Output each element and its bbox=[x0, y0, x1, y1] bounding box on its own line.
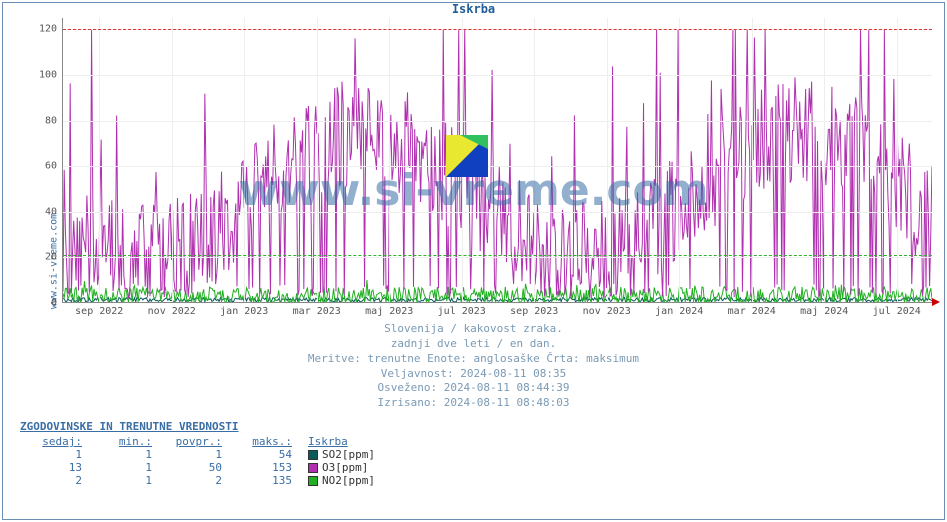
legend-avg: 2 bbox=[160, 474, 230, 487]
legend-max: 54 bbox=[230, 448, 300, 461]
legend-series-label: O3[ppm] bbox=[322, 461, 368, 474]
gridline-v bbox=[99, 18, 100, 302]
ytick-label: 0 bbox=[51, 298, 57, 309]
legend-name: NO2[ppm] bbox=[300, 474, 390, 487]
gridline-v bbox=[389, 18, 390, 302]
xtick-label: mar 2023 bbox=[293, 306, 341, 317]
legend-min: 1 bbox=[90, 474, 160, 487]
gridline-h bbox=[63, 212, 932, 213]
legend-avg: 50 bbox=[160, 461, 230, 474]
legend-series-label: NO2[ppm] bbox=[322, 474, 375, 487]
gridline-v bbox=[752, 18, 753, 302]
xtick-label: nov 2023 bbox=[583, 306, 631, 317]
gridline-v bbox=[317, 18, 318, 302]
gridline-h bbox=[63, 166, 932, 167]
legend-now: 13 bbox=[20, 461, 90, 474]
gridline-v bbox=[244, 18, 245, 302]
ytick-label: 40 bbox=[45, 206, 57, 217]
legend-col-head: Iskrba bbox=[300, 435, 390, 448]
legend-row: 11154SO2[ppm] bbox=[20, 448, 390, 461]
gridline-v bbox=[462, 18, 463, 302]
ytick-label: 80 bbox=[45, 115, 57, 126]
legend-now: 1 bbox=[20, 448, 90, 461]
plot-inner: 020406080100120sep 2022nov 2022jan 2023m… bbox=[62, 18, 932, 303]
gridline-h bbox=[63, 257, 932, 258]
threshold-line-green bbox=[63, 255, 932, 256]
legend-series-label: SO2[ppm] bbox=[322, 448, 375, 461]
caption-line: Meritve: trenutne Enote: anglosaške Črta… bbox=[0, 352, 947, 367]
gridline-v bbox=[172, 18, 173, 302]
legend-col-head: sedaj: bbox=[20, 435, 90, 448]
legend-now: 2 bbox=[20, 474, 90, 487]
gridline-v bbox=[897, 18, 898, 302]
caption-line: Izrisano: 2024-08-11 08:48:03 bbox=[0, 396, 947, 411]
legend-swatch-icon bbox=[308, 463, 318, 473]
threshold-line-red bbox=[63, 29, 932, 30]
legend-row: 212135NO2[ppm] bbox=[20, 474, 390, 487]
legend-col-head: povpr.: bbox=[160, 435, 230, 448]
legend-row: 13150153 O3[ppm] bbox=[20, 461, 390, 474]
legend-swatch-icon bbox=[308, 450, 318, 460]
legend-col-head: min.: bbox=[90, 435, 160, 448]
xtick-label: jul 2024 bbox=[873, 306, 921, 317]
gridline-h bbox=[63, 75, 932, 76]
legend-avg: 1 bbox=[160, 448, 230, 461]
legend-name: SO2[ppm] bbox=[300, 448, 390, 461]
xtick-label: mar 2024 bbox=[728, 306, 776, 317]
legend-min: 1 bbox=[90, 448, 160, 461]
legend-head-row: sedaj: min.: povpr.: maks.: Iskrba bbox=[20, 435, 390, 448]
xtick-label: jan 2023 bbox=[220, 306, 268, 317]
legend-max: 153 bbox=[230, 461, 300, 474]
xtick-label: sep 2023 bbox=[510, 306, 558, 317]
gridline-v bbox=[679, 18, 680, 302]
chart-title: Iskrba bbox=[0, 2, 947, 16]
ytick-label: 100 bbox=[39, 70, 57, 81]
ytick-label: 60 bbox=[45, 161, 57, 172]
ytick-label: 120 bbox=[39, 24, 57, 35]
xtick-label: maj 2024 bbox=[800, 306, 848, 317]
gridline-v bbox=[824, 18, 825, 302]
xtick-label: jul 2023 bbox=[438, 306, 486, 317]
xtick-label: jan 2024 bbox=[655, 306, 703, 317]
legend-min: 1 bbox=[90, 461, 160, 474]
caption-line: Osveženo: 2024-08-11 08:44:39 bbox=[0, 381, 947, 396]
gridline-h bbox=[63, 121, 932, 122]
legend-header: ZGODOVINSKE IN TRENUTNE VREDNOSTI bbox=[20, 420, 390, 433]
legend-max: 135 bbox=[230, 474, 300, 487]
legend-table: ZGODOVINSKE IN TRENUTNE VREDNOSTI sedaj:… bbox=[20, 420, 390, 487]
series-svg bbox=[63, 18, 932, 302]
xtick-label: nov 2022 bbox=[148, 306, 196, 317]
caption-line: zadnji dve leti / en dan. bbox=[0, 337, 947, 352]
xtick-label: sep 2022 bbox=[75, 306, 123, 317]
legend-col-head: maks.: bbox=[230, 435, 300, 448]
xtick-label: maj 2023 bbox=[365, 306, 413, 317]
plot-area: 020406080100120sep 2022nov 2022jan 2023m… bbox=[62, 18, 932, 303]
caption-block: Slovenija / kakovost zraka. zadnji dve l… bbox=[0, 322, 947, 411]
caption-line: Slovenija / kakovost zraka. bbox=[0, 322, 947, 337]
legend-name: O3[ppm] bbox=[300, 461, 390, 474]
gridline-v bbox=[534, 18, 535, 302]
gridline-v bbox=[607, 18, 608, 302]
caption-line: Veljavnost: 2024-08-11 08:35 bbox=[0, 367, 947, 382]
x-axis-arrow-icon bbox=[932, 298, 940, 306]
legend-swatch-icon bbox=[308, 476, 318, 486]
ytick-label: 20 bbox=[45, 252, 57, 263]
